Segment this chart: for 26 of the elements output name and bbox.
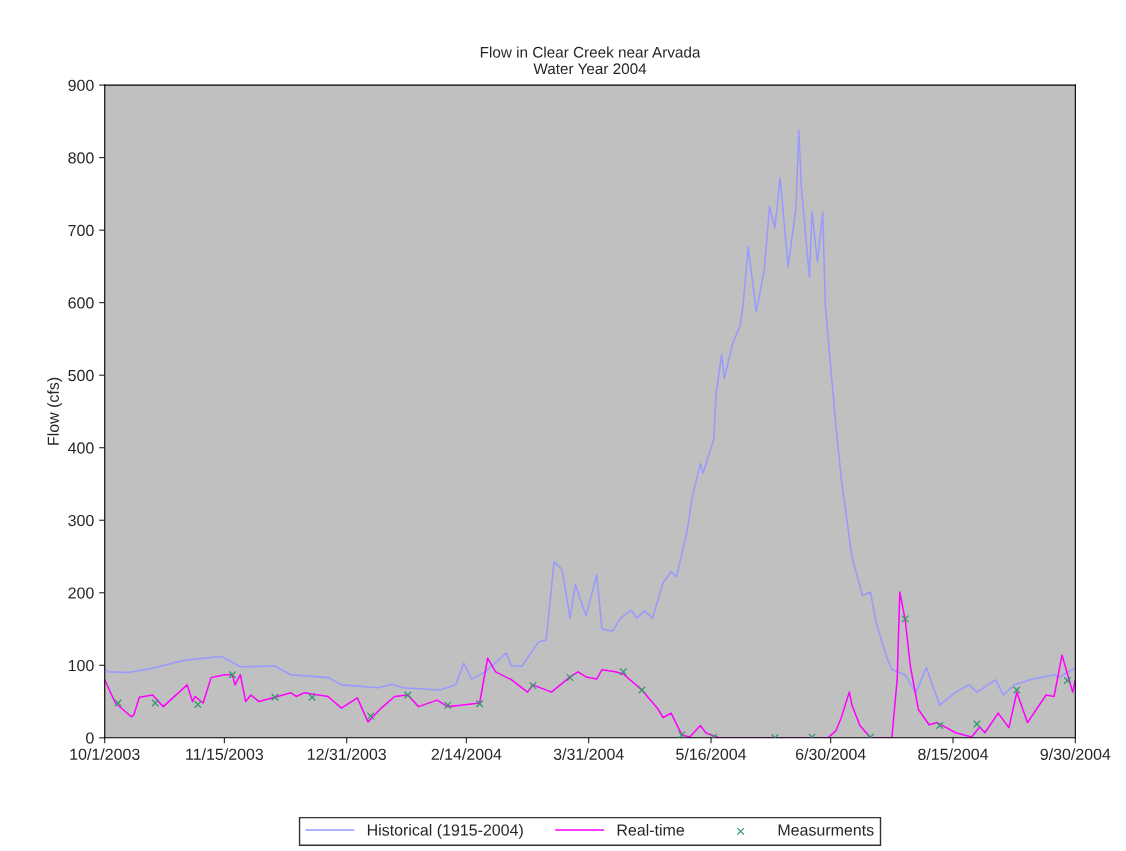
x-tick-label: 8/15/2004 (918, 748, 989, 760)
legend-label: Real-time (617, 823, 685, 836)
chart-subtitle: Water Year 2004 (533, 63, 647, 75)
y-tick-label: 600 (68, 297, 94, 309)
legend-label: Historical (1915-2004) (367, 823, 523, 839)
y-tick-label: 100 (68, 659, 94, 672)
x-tick-label: 3/31/2004 (553, 748, 624, 760)
y-tick-label: 300 (68, 514, 94, 527)
y-tick-label: 400 (68, 442, 94, 454)
line-series (104, 129, 1076, 706)
y-tick-label: 900 (68, 79, 94, 92)
y-tick-label: 800 (68, 152, 94, 164)
x-tick-label: 11/15/2003 (186, 748, 264, 760)
x-tick-label: 9/30/2004 (1040, 748, 1111, 760)
chart-title: Flow in Clear Creek near Arvada (480, 46, 701, 58)
y-tick-label: 700 (68, 224, 94, 237)
y-tick-label: 0 (86, 732, 94, 744)
y-tick-label: 200 (68, 587, 94, 599)
y-tick-label: 500 (68, 369, 94, 382)
legend-label: Measurments (778, 824, 874, 836)
y-axis-title: Flow (cfs) (47, 377, 63, 445)
x-tick-label: 6/30/2004 (795, 748, 866, 760)
x-tick-label: 2/14/2004 (431, 748, 502, 760)
x-tick-label: 10/1/2003 (70, 748, 140, 760)
x-tick-label: 12/31/2003 (307, 748, 386, 760)
x-tick-label: 5/16/2004 (676, 748, 747, 760)
